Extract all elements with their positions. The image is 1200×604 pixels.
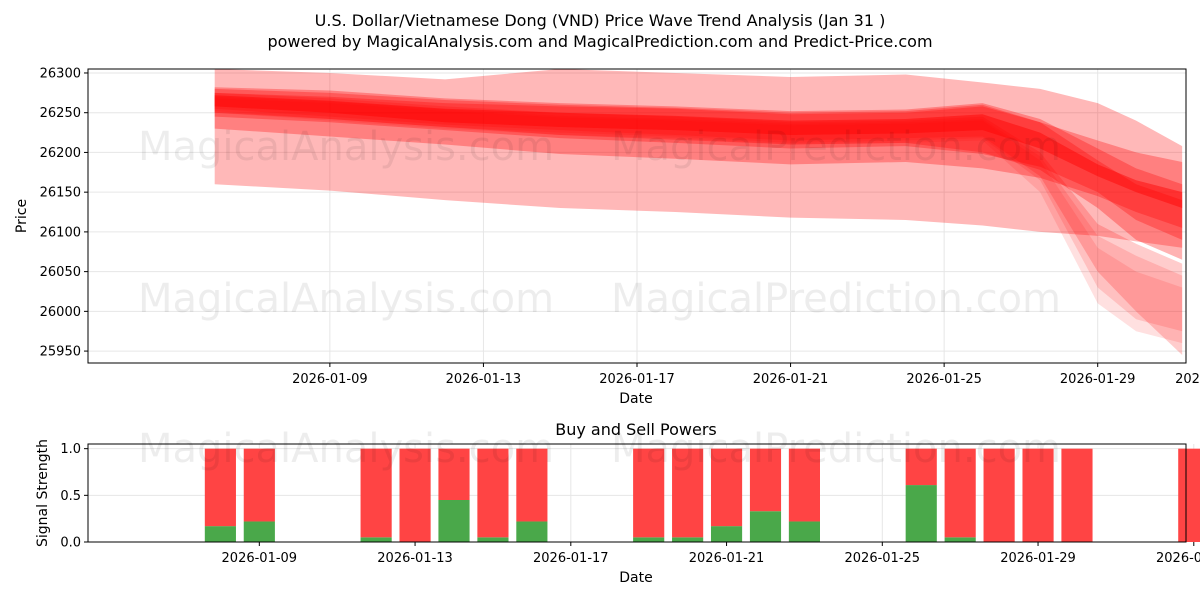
power-axes: Buy and Sell Powers MagicalAnalysis.com …: [35, 420, 1200, 586]
watermark-prediction-top: MagicalPrediction.com: [611, 124, 1061, 170]
price-x-label: Date: [619, 391, 652, 407]
sell-bar-5: [477, 448, 509, 538]
price-ytick-label-0: 26300: [40, 66, 81, 81]
price-xtick-label-5: 2026-01-29: [1060, 372, 1136, 387]
sell-bar-0: [204, 448, 236, 527]
power-y-label: Signal Strength: [35, 439, 51, 547]
buy-bar-0: [204, 526, 236, 542]
power-bars: [204, 448, 1200, 542]
buy-bar-11: [788, 521, 820, 542]
power-xtick-label-1: 2026-01-13: [377, 551, 453, 566]
sell-bar-8: [672, 448, 704, 538]
sell-bar-17: [1178, 448, 1200, 542]
buy-bar-6: [516, 521, 548, 542]
buy-bar-10: [749, 511, 782, 542]
power-ytick-label-2: 1.0: [60, 442, 81, 457]
price-xtick-label-6: 2026-02-01: [1175, 372, 1200, 387]
sell-bar-13: [944, 448, 976, 538]
buy-bar-12: [905, 485, 937, 542]
watermark-prediction-middle: MagicalPrediction.com: [611, 276, 1061, 322]
power-plot-frame: [87, 443, 1187, 543]
sell-bar-1: [243, 448, 275, 522]
power-xtick-label-4: 2026-01-25: [845, 551, 921, 566]
price-band-core-band: [214, 95, 1183, 209]
buy-bar-9: [710, 526, 743, 542]
sell-bar-14: [983, 448, 1015, 542]
sell-bar-16: [1061, 448, 1093, 542]
price-axes: MagicalAnalysis.com MagicalPrediction.co…: [14, 66, 1200, 407]
buy-bar-2: [360, 537, 392, 542]
price-band-mid-band-1: [214, 92, 1183, 228]
price-ytick-label-4: 26100: [40, 225, 81, 240]
price-grid: [88, 69, 1186, 363]
chart-title: U.S. Dollar/Vietnamese Dong (VND) Price …: [315, 11, 886, 30]
power-xtick-label-3: 2026-01-21: [689, 551, 765, 566]
buy-bar-13: [944, 537, 976, 542]
sell-bar-2: [360, 448, 392, 538]
price-ytick-label-7: 25950: [40, 345, 81, 360]
power-y-axis: 0.0 0.5 1.0: [60, 442, 88, 551]
price-xtick-label-0: 2026-01-09: [292, 372, 368, 387]
power-x-label: Date: [619, 570, 652, 586]
buy-bar-8: [672, 537, 704, 542]
price-xtick-label-4: 2026-01-25: [906, 372, 982, 387]
sell-bar-7: [633, 448, 665, 538]
price-ytick-label-3: 26150: [40, 186, 81, 201]
price-band-mid-band-2: [214, 87, 1183, 240]
sell-bar-4: [438, 448, 470, 500]
sell-bar-9: [710, 448, 743, 527]
price-xtick-label-1: 2026-01-13: [446, 372, 522, 387]
power-xtick-label-2: 2026-01-17: [533, 551, 609, 566]
buy-bar-5: [477, 537, 509, 542]
price-ytick-label-5: 26050: [40, 265, 81, 280]
watermark-analysis-top: MagicalAnalysis.com: [138, 124, 554, 170]
sell-bar-15: [1022, 448, 1054, 542]
price-bands: [214, 69, 1183, 356]
price-x-axis: 2026-01-09 2026-01-13 2026-01-17 2026-01-21…: [292, 363, 1200, 387]
chart-subtitle: powered by MagicalAnalysis.com and Magic…: [267, 32, 932, 51]
price-y-axis: 26300 26250 26200 26150 26100 26050 26000 25950: [40, 66, 88, 360]
sell-bar-3: [399, 448, 431, 542]
price-ytick-label-2: 26200: [40, 146, 81, 161]
sell-bar-11: [788, 448, 820, 522]
watermark-prediction-bottom: MagicalPrediction.com: [611, 426, 1061, 472]
price-xtick-label-2: 2026-01-17: [599, 372, 675, 387]
power-ytick-label-0: 0.0: [60, 536, 81, 551]
power-xtick-label-6: 2026-02-01: [1156, 551, 1200, 566]
power-x-axis: 2026-01-09 2026-01-13 2026-01-17 2026-01-21…: [222, 542, 1200, 566]
sell-bar-12: [905, 448, 937, 486]
price-band-mid-band-3: [214, 88, 1183, 260]
buy-bar-4: [438, 500, 470, 542]
price-ytick-label-6: 26000: [40, 305, 81, 320]
watermark-analysis-bottom: MagicalAnalysis.com: [138, 426, 554, 472]
power-ytick-label-1: 0.5: [60, 489, 81, 504]
power-xtick-label-0: 2026-01-09: [222, 551, 298, 566]
price-band-wide-outer-band: [214, 69, 1183, 248]
watermark-analysis-middle: MagicalAnalysis.com: [138, 276, 554, 322]
buy-bar-7: [633, 537, 665, 542]
price-ytick-label-1: 26250: [40, 106, 81, 121]
buy-bar-1: [243, 521, 275, 542]
price-y-label: Price: [14, 199, 30, 233]
sell-bar-6: [516, 448, 548, 522]
sell-bar-10: [749, 448, 782, 512]
power-title: Buy and Sell Powers: [555, 420, 717, 439]
price-xtick-label-3: 2026-01-21: [753, 372, 829, 387]
power-xtick-label-5: 2026-01-29: [1000, 551, 1076, 566]
